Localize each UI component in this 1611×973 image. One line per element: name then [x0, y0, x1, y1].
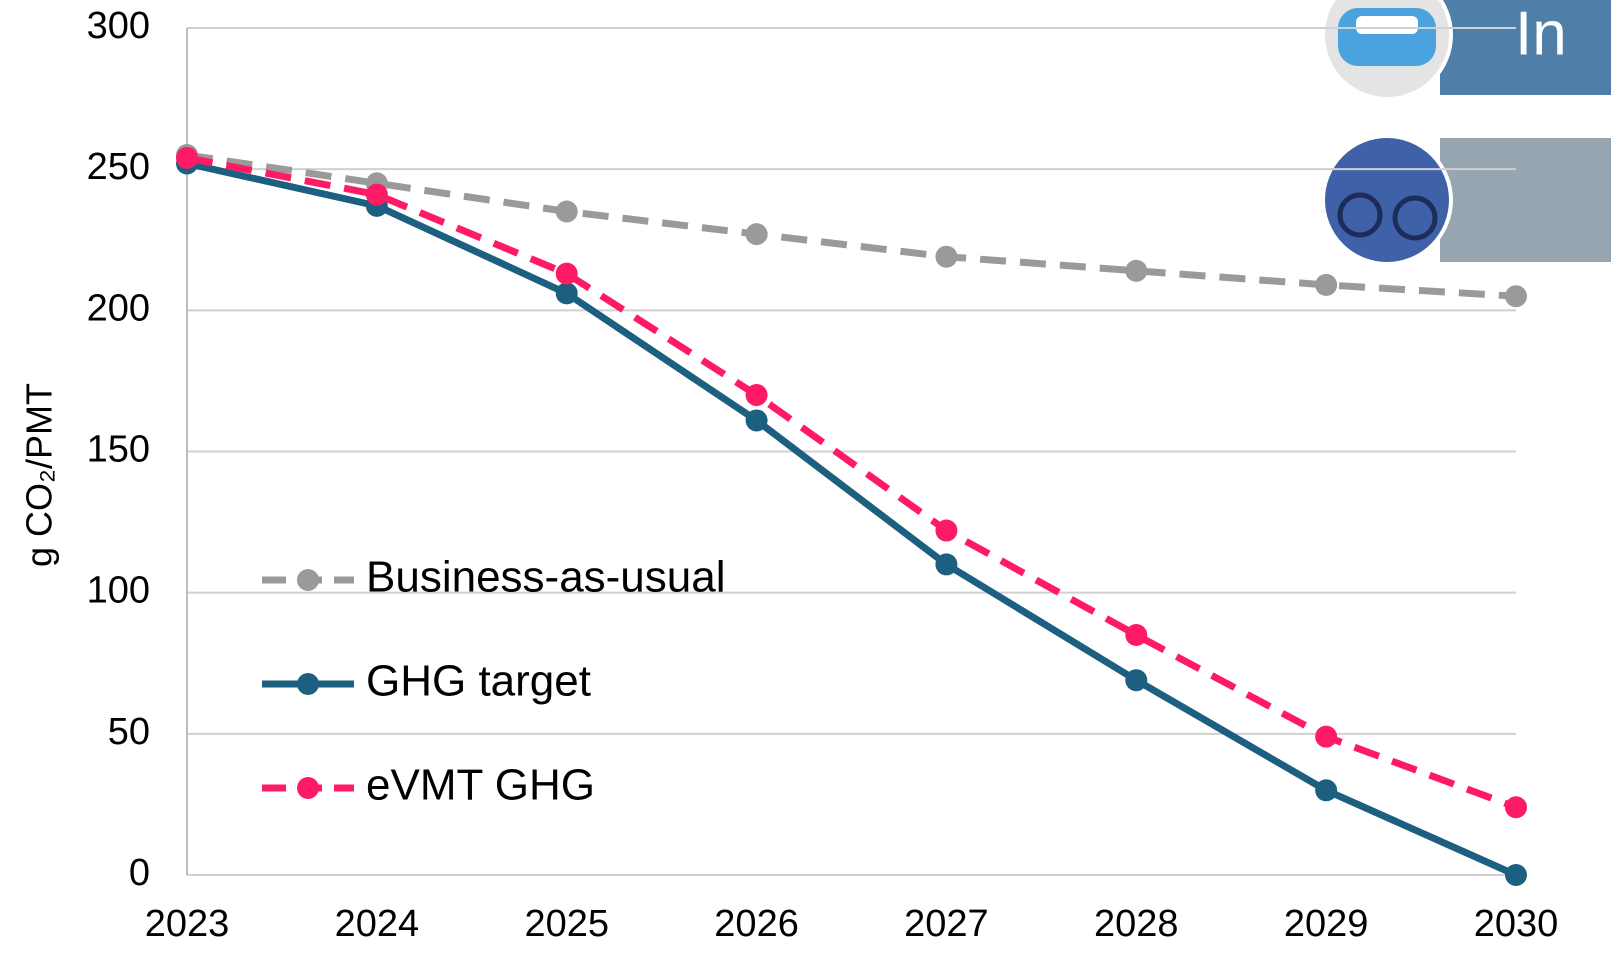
legend-label: GHG target [366, 657, 591, 706]
legend-label: Business-as-usual [366, 553, 726, 602]
x-tick-label: 2028 [1094, 903, 1179, 945]
data-point [746, 223, 768, 245]
data-point [176, 147, 198, 169]
car-window [1356, 16, 1418, 34]
data-point [1125, 260, 1147, 282]
series-line [187, 155, 1516, 296]
data-point [935, 520, 957, 542]
y-tick-label: 200 [87, 287, 150, 329]
data-point [746, 409, 768, 431]
y-tick-label: 50 [108, 711, 150, 753]
y-tick-label: 250 [87, 146, 150, 188]
series-line [187, 158, 1516, 807]
legend-marker [297, 673, 319, 695]
data-point [556, 201, 578, 223]
banner-text: In [1515, 0, 1567, 68]
y-tick-label: 0 [129, 852, 150, 894]
x-tick-label: 2030 [1474, 903, 1559, 945]
chart: In g CO₂/PMT 0 50 100 150 200 250 300 2023 2024 2… [0, 0, 1611, 973]
data-point [935, 246, 957, 268]
y-tick-label: 100 [87, 570, 150, 612]
x-tick-label: 2026 [714, 903, 799, 945]
x-tick-label: 2027 [904, 903, 989, 945]
data-point [366, 184, 388, 206]
y-tick-label: 150 [87, 429, 150, 471]
data-point [1315, 274, 1337, 296]
x-tick-label: 2023 [145, 903, 230, 945]
legend-marker [297, 569, 319, 591]
data-point [556, 263, 578, 285]
x-tick-label: 2024 [335, 903, 420, 945]
legend-marker [297, 777, 319, 799]
data-point [1315, 779, 1337, 801]
data-point [1125, 669, 1147, 691]
y-axis-title: g CO₂/PMT [19, 383, 60, 567]
legend-label: eVMT GHG [366, 761, 595, 810]
data-point [746, 384, 768, 406]
y-tick-label: 300 [87, 5, 150, 47]
banner [1440, 138, 1611, 262]
data-point [935, 553, 957, 575]
data-point [1125, 624, 1147, 646]
data-point [1505, 796, 1527, 818]
data-point [1505, 285, 1527, 307]
x-tick-label: 2025 [524, 903, 609, 945]
decoration: In [1323, 0, 1611, 264]
data-point [556, 282, 578, 304]
data-point [1315, 726, 1337, 748]
bike-photo [1323, 136, 1451, 264]
x-tick-label: 2029 [1284, 903, 1369, 945]
data-point [1505, 864, 1527, 886]
